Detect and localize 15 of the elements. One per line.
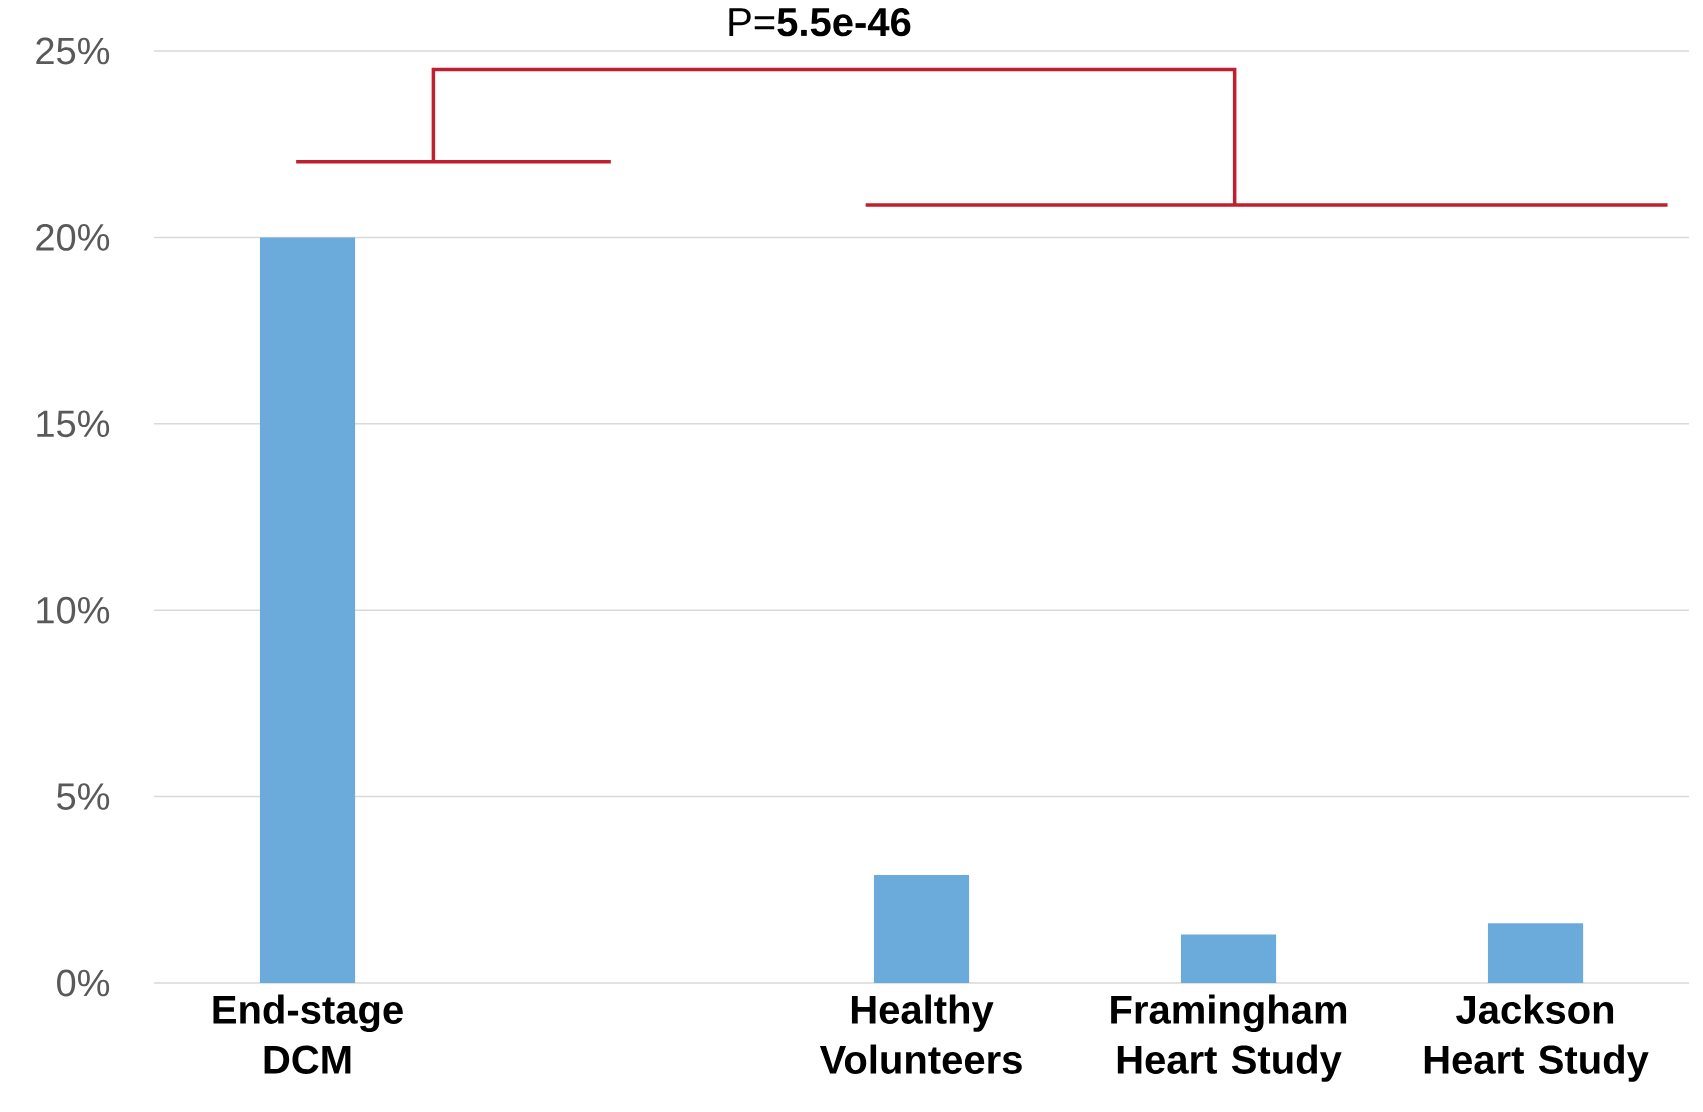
x-tick-label: End-stage DCM bbox=[213, 994, 403, 1074]
x-tick-label: Healthy Volunteers bbox=[819, 994, 1022, 1074]
y-tick-label: 0% bbox=[57, 969, 110, 997]
x-tick-label: Framingham Heart Study bbox=[1111, 994, 1347, 1082]
y-tick-label: 5% bbox=[57, 783, 110, 810]
y-tick-label: 25% bbox=[36, 37, 110, 65]
y-tick-label: 15% bbox=[37, 410, 110, 438]
y-tick-label: 10% bbox=[37, 596, 110, 624]
y-tick-label: 20% bbox=[36, 223, 110, 251]
text: P=5.5e-46 bbox=[729, 7, 911, 37]
bar bbox=[1487, 923, 1584, 983]
bar bbox=[873, 874, 970, 983]
bar bbox=[259, 237, 356, 983]
bar bbox=[1180, 934, 1277, 983]
x-tick-label: Jackson Heart Study bbox=[1424, 994, 1649, 1082]
